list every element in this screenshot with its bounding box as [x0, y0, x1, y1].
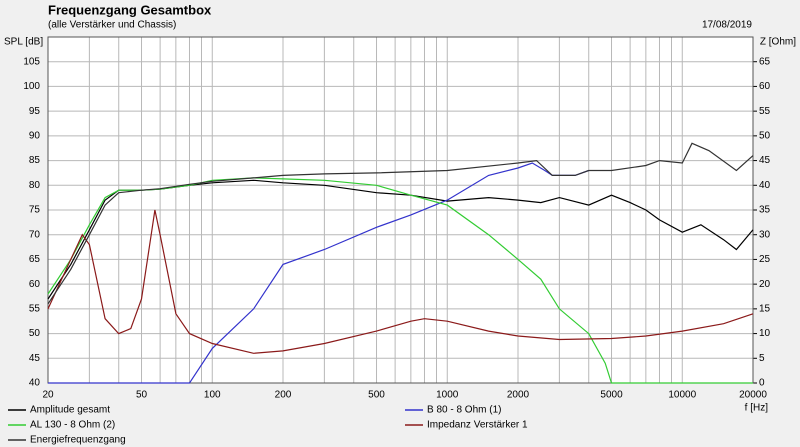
y-tick-label: 60 [29, 279, 41, 290]
x-tick-label: 20000 [739, 390, 767, 401]
plot-frame [47, 36, 754, 384]
y2-tick-label: 60 [759, 81, 771, 92]
y-tick-label: 40 [29, 378, 41, 389]
legend-label: B 80 - 8 Ohm (1) [427, 405, 501, 416]
legend-label: Amplitude gesamt [30, 405, 110, 416]
y-tick-label: 105 [23, 56, 40, 67]
x-tick-label: 500 [368, 390, 385, 401]
y2-tick-label: 50 [759, 130, 771, 141]
series-line [47, 142, 754, 305]
x-tick-label: 10000 [668, 390, 696, 401]
y-tick-label: 95 [29, 106, 41, 117]
y-tick-label: 70 [29, 229, 41, 240]
y2-tick-label: 40 [759, 180, 771, 191]
chart-subtitle: (alle Verstärker und Chassis) [48, 20, 176, 31]
x-axis-label: f [Hz] [745, 403, 769, 414]
y-tick-label: 45 [29, 353, 41, 364]
y-tick-label: 100 [23, 81, 40, 92]
x-tick-label: 2000 [507, 390, 530, 401]
y2-tick-label: 30 [759, 229, 771, 240]
chart-title: Frequenzgang Gesamtbox [48, 2, 212, 17]
y2-tick-label: 20 [759, 279, 771, 290]
y2-tick-label: 55 [759, 106, 771, 117]
series-line [48, 162, 589, 384]
y-axis-label: SPL [dB] [4, 37, 43, 48]
y2-tick-label: 65 [759, 56, 771, 67]
y2-tick-label: 45 [759, 155, 771, 166]
legend-label: AL 130 - 8 Ohm (2) [30, 420, 115, 431]
y-tick-label: 50 [29, 328, 41, 339]
x-tick-label: 100 [204, 390, 221, 401]
y-tick-label: 65 [29, 254, 41, 265]
y2-tick-label: 5 [759, 353, 765, 364]
y2-tick-label: 15 [759, 303, 771, 314]
y-tick-label: 90 [29, 130, 41, 141]
y2-tick-label: 0 [759, 378, 765, 389]
x-tick-label: 50 [136, 390, 148, 401]
y-tick-label: 55 [29, 303, 41, 314]
y-tick-label: 80 [29, 180, 41, 191]
x-tick-label: 1000 [436, 390, 459, 401]
x-tick-label: 200 [275, 390, 292, 401]
y2-axis-label: Z [Ohm] [760, 37, 796, 48]
x-tick-label: 20 [42, 390, 54, 401]
date: 17/08/2019 [702, 20, 752, 31]
y-tick-label: 85 [29, 155, 41, 166]
x-tick-label: 5000 [600, 390, 623, 401]
y-tick-label: 75 [29, 205, 41, 216]
y2-tick-label: 10 [759, 328, 771, 339]
legend-label: Impedanz Verstärker 1 [427, 420, 528, 431]
y2-tick-label: 35 [759, 205, 771, 216]
legend-label: Energiefrequenzgang [30, 435, 126, 446]
series-line [47, 209, 754, 354]
y2-tick-label: 25 [759, 254, 771, 265]
